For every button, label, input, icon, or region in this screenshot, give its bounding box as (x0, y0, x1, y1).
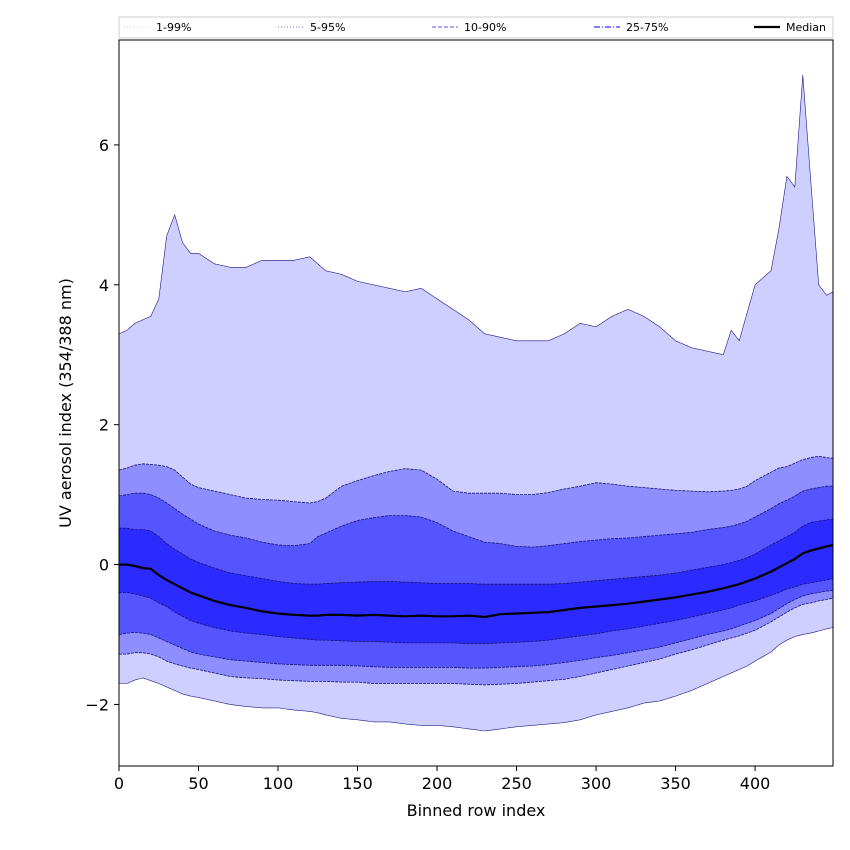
x-axis-ticks: 0 50 100 150 200 250 300 350 400 (114, 766, 770, 793)
legend-box (118, 16, 834, 39)
band-edge-upper-5-95% (118, 455, 834, 504)
median-layer (119, 543, 834, 619)
x-tick-label: 350 (660, 774, 691, 793)
legend: 1-99% 5-95% 10-90% 25-75% Median (118, 16, 834, 39)
plot-frame (118, 39, 834, 767)
band-edge-lower-10-90% (118, 590, 834, 669)
x-tick-label: 200 (422, 774, 453, 793)
y-tick-label: 6 (99, 136, 109, 155)
band-edge-lower-1-99% (119, 627, 834, 732)
legend-label: 5-95% (310, 21, 345, 34)
legend-label: Median (786, 21, 826, 34)
x-tick-label: 50 (188, 774, 208, 793)
legend-label: 10-90% (464, 21, 506, 34)
y-tick-label: 0 (99, 556, 109, 575)
x-tick-label: 0 (114, 774, 124, 793)
band-edge-lower-5-95% (119, 597, 834, 686)
y-axis-label: UV aerosol index (354/388 nm) (56, 278, 75, 528)
median-line (119, 543, 834, 619)
x-tick-label: 300 (581, 774, 612, 793)
x-axis-label: Binned row index (407, 801, 546, 820)
y-tick-label: 2 (99, 416, 109, 435)
y-axis-ticks: −2 0 2 4 6 (85, 136, 119, 714)
band-25-75% (119, 519, 833, 644)
percentile-bands (118, 74, 834, 732)
legend-label: 1-99% (156, 21, 191, 34)
legend-label: 25-75% (626, 21, 668, 34)
x-tick-label: 400 (740, 774, 771, 793)
y-tick-label: 4 (99, 276, 109, 295)
x-tick-label: 250 (501, 774, 532, 793)
band-edge-lower-25-75% (119, 578, 834, 644)
band-edge-upper-1-99% (118, 74, 834, 356)
band-edge-upper-25-75% (119, 518, 834, 585)
y-tick-label: −2 (85, 695, 109, 714)
band-edge-upper-10-90% (118, 485, 833, 548)
x-tick-label: 150 (342, 774, 373, 793)
x-tick-label: 100 (263, 774, 294, 793)
